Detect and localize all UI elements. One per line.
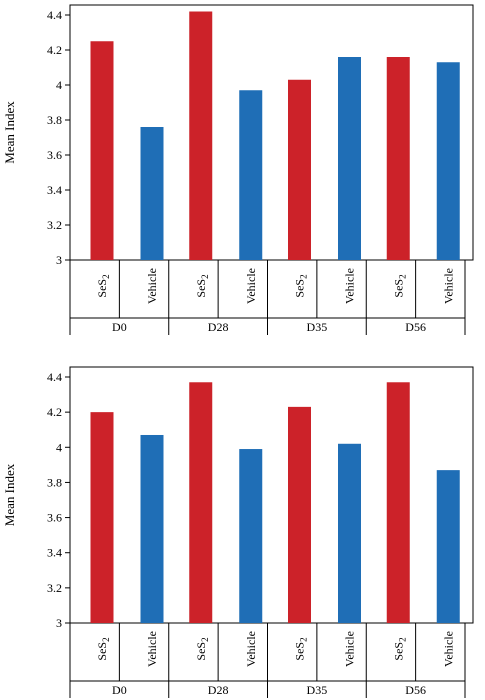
- chart-bottom: 3 3.2 3.4 3.6 3.8 4 4.2 4.4 Mean Index SeS2 Vehicl…: [2, 366, 474, 698]
- y-tick-label: 3.4: [47, 546, 62, 560]
- treatment-label: Vehicle: [441, 268, 455, 304]
- bar-vehicle: [338, 57, 361, 260]
- treatment-label: SeS2: [293, 637, 309, 660]
- treatment-label: SeS2: [293, 274, 309, 297]
- bar-ses2: [189, 382, 213, 623]
- treatment-label: Vehicle: [343, 268, 357, 304]
- treatment-label: Vehicle: [441, 631, 455, 667]
- treatment-label: SeS2: [391, 274, 407, 297]
- y-tick-label: 4.2: [47, 405, 62, 419]
- treatment-label: Vehicle: [145, 268, 159, 304]
- y-tick-label: 4.4: [47, 370, 62, 384]
- y-tick-label: 4.2: [47, 43, 62, 57]
- y-tick-label: 3.4: [47, 183, 62, 197]
- bar-ses2: [288, 406, 311, 623]
- y-tick-label: 4.4: [47, 8, 62, 22]
- treatment-label: SeS2: [391, 637, 407, 660]
- treatment-label: Vehicle: [244, 268, 258, 304]
- plot-frame: [69, 4, 474, 261]
- y-tick-label: 3.8: [47, 113, 62, 127]
- bar-vehicle: [338, 443, 361, 623]
- bar-vehicle: [239, 90, 263, 260]
- y-tick-label: 4: [56, 440, 62, 454]
- bar-ses2: [386, 57, 410, 260]
- bar-ses2: [90, 41, 114, 260]
- bar-vehicle: [436, 470, 460, 623]
- bar-ses2: [288, 79, 311, 260]
- group-label: D0: [112, 683, 127, 697]
- group-label: D35: [307, 683, 328, 697]
- y-tick-label: 3.2: [47, 218, 62, 232]
- group-label: D0: [112, 320, 127, 334]
- group-label: D35: [307, 320, 328, 334]
- group-label: D56: [405, 320, 426, 334]
- y-axis-label: Mean Index: [2, 463, 17, 526]
- y-axis-label: Mean Index: [2, 101, 17, 164]
- bar-vehicle: [140, 434, 164, 623]
- treatment-label: SeS2: [194, 637, 210, 660]
- treatment-label: SeS2: [95, 637, 111, 660]
- group-label: D28: [208, 683, 229, 697]
- y-tick-label: 3.6: [47, 148, 62, 162]
- y-tick-label: 3: [56, 253, 62, 267]
- bar-vehicle: [436, 62, 460, 260]
- plot-frame: [69, 366, 474, 624]
- group-label: D56: [405, 683, 426, 697]
- bar-vehicle: [239, 449, 263, 623]
- treatment-label: Vehicle: [244, 631, 258, 667]
- group-label: D28: [208, 320, 229, 334]
- chart-top: 3 3.2 3.4 3.6 3.8 4 4.2 4.4 Mean Index SeS2 Vehicl…: [2, 4, 474, 335]
- bar-ses2: [90, 412, 114, 623]
- y-tick-label: 3.8: [47, 475, 62, 489]
- treatment-label: Vehicle: [343, 631, 357, 667]
- y-tick-label: 3.2: [47, 581, 62, 595]
- treatment-label: Vehicle: [145, 631, 159, 667]
- bar-ses2: [386, 382, 410, 623]
- bar-ses2: [189, 11, 213, 260]
- y-tick-label: 3.6: [47, 511, 62, 525]
- y-tick-label: 3: [56, 616, 62, 630]
- treatment-label: SeS2: [95, 274, 111, 297]
- treatment-label: SeS2: [194, 274, 210, 297]
- y-tick-label: 4: [56, 78, 62, 92]
- bar-vehicle: [140, 127, 164, 260]
